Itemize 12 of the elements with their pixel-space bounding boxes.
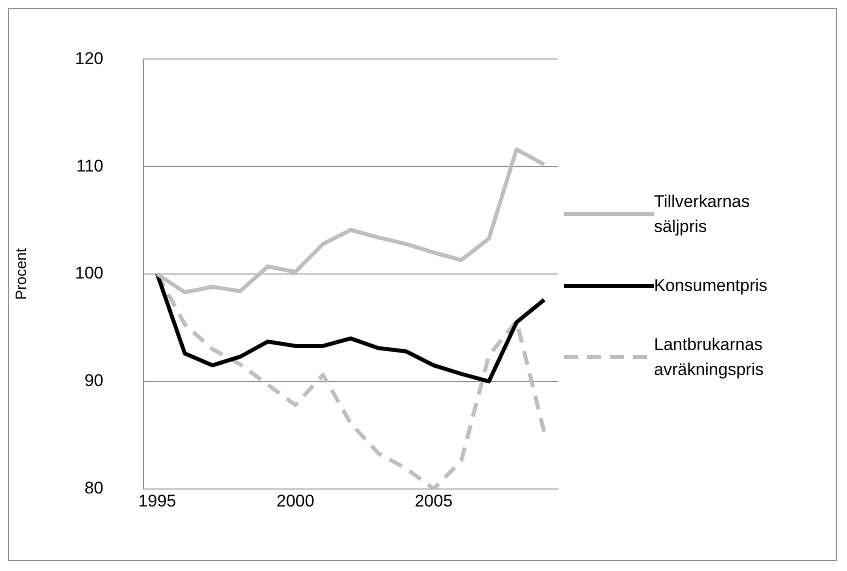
- text: Lantbrukarnas avräkningspris: [654, 334, 765, 381]
- x-tick-label: 2005: [414, 492, 453, 511]
- y-tick-label: 120: [74, 48, 104, 68]
- y-tick-label: 110: [76, 156, 104, 176]
- text: Tillverkarnas säljpris: [654, 191, 751, 238]
- x-tick-label: 1995: [138, 492, 176, 511]
- y-tick-label: 80: [84, 478, 104, 498]
- y-tick-label: 90: [84, 371, 104, 390]
- x-tick-label: 2000: [276, 492, 314, 511]
- y-tick-label: 100: [74, 264, 104, 283]
- text: Konsumentpris: [654, 275, 768, 297]
- y-axis-title: Procent: [13, 247, 30, 300]
